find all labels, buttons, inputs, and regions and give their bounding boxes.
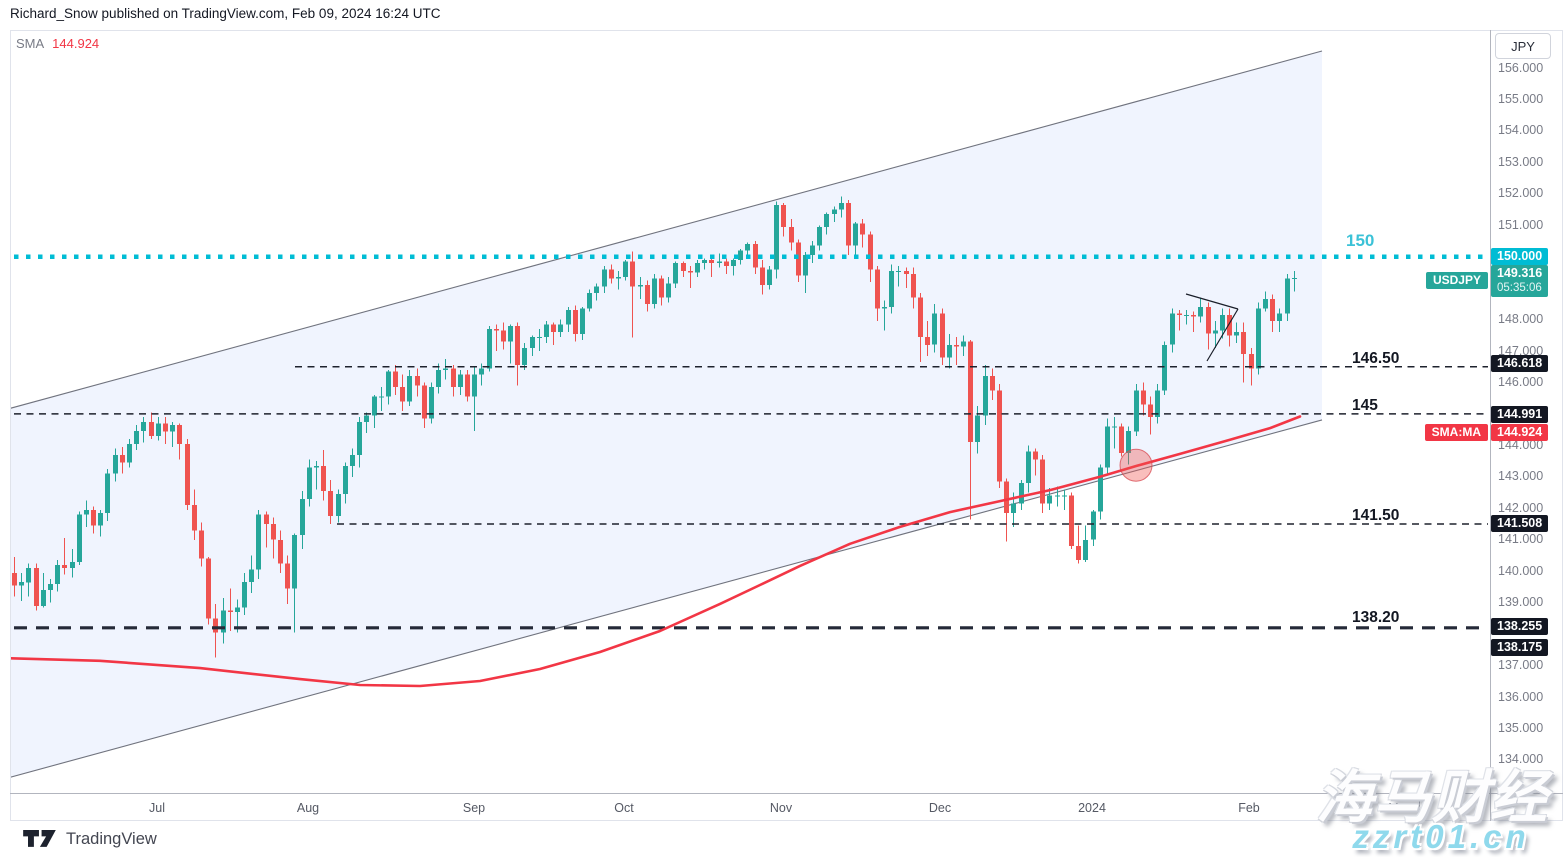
time-axis-label-Jul: Jul xyxy=(149,801,165,815)
indicator-legend: SMA 144.924 xyxy=(16,36,99,51)
tradingview-brand-text: TradingView xyxy=(66,829,157,848)
time-axis-label-Feb: Feb xyxy=(1238,801,1260,815)
series-label-usdjpy: USDJPY xyxy=(1425,272,1488,289)
price-tick-label: 154.000 xyxy=(1498,123,1544,138)
trend-channel-fill xyxy=(11,51,1322,778)
price-tick-label: 136.000 xyxy=(1498,689,1544,704)
price-tick-label: 135.000 xyxy=(1498,720,1544,735)
level-label-141.50: 141.50 xyxy=(1352,507,1400,525)
price-tick-label: 142.000 xyxy=(1498,500,1544,515)
currency-unit-button[interactable]: JPY xyxy=(1495,33,1551,59)
tradingview-logo-icon xyxy=(23,830,56,847)
indicator-name: SMA xyxy=(16,36,45,51)
price-tick-label: 140.000 xyxy=(1498,563,1544,578)
trend-channel-lower-line[interactable] xyxy=(0,419,1323,788)
price-badge: 149.316 05:35:06 xyxy=(1491,265,1548,297)
trend-channel-upper-line[interactable] xyxy=(0,50,1323,419)
chart-drawing-layer xyxy=(0,50,1488,788)
level-label-150: 150 xyxy=(1346,230,1375,250)
price-tick-label: 153.000 xyxy=(1498,154,1544,169)
time-axis-label-Nov: Nov xyxy=(769,801,793,815)
price-badge: 146.618 xyxy=(1491,354,1548,372)
level-label-146.50: 146.50 xyxy=(1352,349,1400,367)
time-axis-label-Dec: Dec xyxy=(928,801,952,815)
time-axis-label-Mar: Mar xyxy=(1388,801,1410,815)
price-badge: 150.000 xyxy=(1491,248,1548,266)
tradingview-logo-link[interactable]: TradingView xyxy=(22,829,157,849)
time-axis-label-Oct: Oct xyxy=(614,801,634,815)
series-label-sma:ma: SMA:MA xyxy=(1424,424,1488,441)
publish-info: Richard_Snow published on TradingView.co… xyxy=(10,6,441,21)
price-tick-label: 147.000 xyxy=(1498,343,1544,358)
price-tick-label: 143.000 xyxy=(1498,469,1544,484)
price-tick-label: 137.000 xyxy=(1498,658,1544,673)
price-tick-label: 156.000 xyxy=(1498,60,1544,75)
price-tick-label: 155.000 xyxy=(1498,91,1544,106)
indicator-value: 144.924 xyxy=(52,36,100,51)
price-tick-label: 146.000 xyxy=(1498,375,1544,389)
price-badge: 141.508 xyxy=(1491,515,1548,533)
price-badge: 138.255 xyxy=(1491,617,1548,635)
price-tick-label: 141.000 xyxy=(1498,532,1544,547)
highlight-circle[interactable] xyxy=(1119,448,1153,482)
time-axis-label-2024: 2024 xyxy=(1078,801,1106,815)
level-label-138.20: 138.20 xyxy=(1352,608,1400,626)
price-badge: 138.175 xyxy=(1491,639,1548,656)
price-tick-label: 148.000 xyxy=(1498,312,1544,327)
sma-line[interactable] xyxy=(0,415,1302,688)
candles xyxy=(12,196,1297,658)
price-tick-label: 139.000 xyxy=(1498,595,1544,610)
price-axis-border xyxy=(1490,30,1491,821)
price-tick-label: 144.000 xyxy=(1498,437,1544,452)
time-axis-label-Aug: Aug xyxy=(296,801,320,815)
wedge-annotation-line[interactable] xyxy=(1185,293,1239,310)
time-axis-tick-mark xyxy=(1419,794,1420,820)
price-tick-label: 134.000 xyxy=(1498,752,1544,767)
time-axis-label-Sep: Sep xyxy=(462,801,486,815)
price-tick-label: 151.000 xyxy=(1498,217,1544,232)
time-axis-border xyxy=(10,793,1563,794)
wedge-annotation-line[interactable] xyxy=(1206,308,1239,362)
level-label-145: 145 xyxy=(1352,396,1378,414)
price-badge: 144.991 xyxy=(1491,405,1548,423)
chart-frame xyxy=(10,30,1563,821)
price-badge: 144.924 xyxy=(1491,424,1548,441)
price-tick-label: 152.000 xyxy=(1498,186,1544,201)
